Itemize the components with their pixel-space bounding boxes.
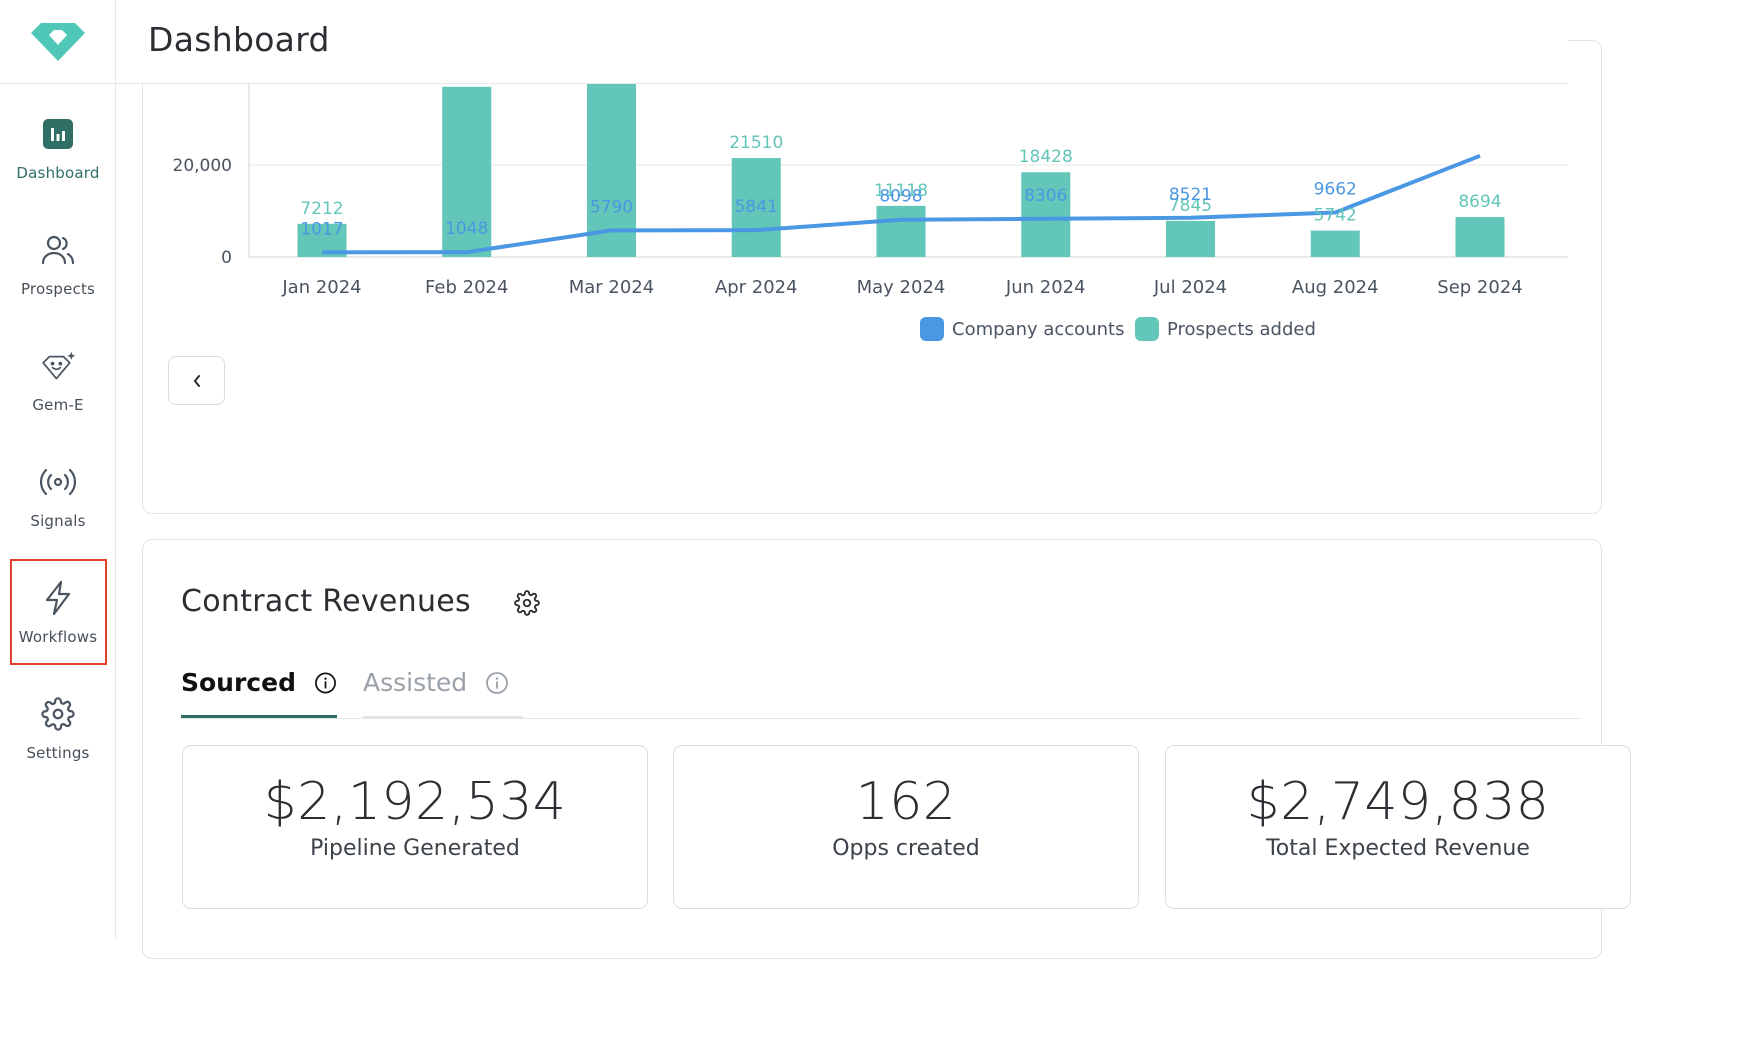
- bar-prospects-added: [876, 205, 926, 257]
- dashboard-chart-icon: [40, 116, 76, 152]
- sidebar-item-label: Gem-E: [32, 396, 84, 414]
- sidebar-item-label: Dashboard: [16, 164, 100, 182]
- sidebar-item-label: Workflows: [18, 628, 98, 646]
- stat-label: Opps created: [832, 836, 980, 861]
- top-header: Dashboard: [116, 0, 1568, 84]
- line-data-label: 1048: [445, 219, 488, 239]
- line-data-label: 8306: [1024, 186, 1067, 206]
- line-data-label: 5841: [735, 197, 778, 217]
- stat-label: Pipeline Generated: [310, 836, 520, 861]
- bar-data-label: 7845: [1169, 196, 1212, 216]
- x-tick-label: Jul 2024: [1153, 277, 1227, 298]
- selection-highlight: [10, 559, 107, 665]
- stat-card-expected-revenue: $2,749,838 Total Expected Revenue: [1165, 745, 1631, 909]
- previous-page-button[interactable]: [168, 356, 225, 405]
- gem-logo-icon: [31, 22, 85, 61]
- bar-data-label: 7212: [300, 199, 343, 219]
- sidebar-item-label: Settings: [26, 744, 90, 762]
- stat-card-opps: 162 Opps created: [673, 745, 1139, 909]
- info-icon[interactable]: [485, 671, 509, 695]
- sidebar-item-label: Prospects: [20, 280, 96, 298]
- chevron-left-icon: [193, 374, 200, 387]
- x-tick-label: Jun 2024: [1005, 277, 1086, 298]
- tab-sourced[interactable]: Sourced: [181, 668, 337, 718]
- tab-label: Sourced: [181, 668, 296, 697]
- stat-label: Total Expected Revenue: [1266, 836, 1530, 861]
- line-data-label: 1017: [300, 219, 343, 239]
- info-icon[interactable]: [314, 671, 337, 695]
- x-tick-label: Mar 2024: [569, 277, 655, 298]
- legend-label: Company accounts: [952, 319, 1124, 340]
- sidebar-item-dashboard[interactable]: Dashboard: [0, 102, 116, 202]
- sidebar-item-label: Signals: [30, 512, 86, 530]
- contract-revenues-title: Contract Revenues: [181, 584, 471, 619]
- line-data-label: 8098: [879, 187, 922, 207]
- bar-data-label: 18428: [1019, 147, 1073, 167]
- sidebar-item-gem-e[interactable]: Gem-E: [0, 334, 116, 434]
- y-tick-label: 20,000: [173, 156, 232, 176]
- sidebar-item-signals[interactable]: Signals: [0, 450, 116, 550]
- sidebar-item-workflows[interactable]: Workflows: [0, 566, 116, 666]
- x-tick-label: Jan 2024: [281, 277, 361, 298]
- sidebar: Dashboard Prospects Gem-E Signals Workfl…: [0, 0, 116, 938]
- bar-prospects-added: [731, 158, 781, 257]
- gem-sparkle-icon: [40, 348, 76, 384]
- legend-label: Prospects added: [1167, 319, 1316, 340]
- x-tick-label: May 2024: [857, 277, 946, 298]
- tab-assisted[interactable]: Assisted: [363, 668, 523, 718]
- line-data-label: 8521: [1169, 185, 1212, 205]
- page-title: Dashboard: [148, 20, 330, 59]
- logo[interactable]: [0, 0, 116, 84]
- legend-swatch: [1135, 317, 1159, 341]
- bar-data-label: 11118: [874, 181, 928, 201]
- stat-card-pipeline: $2,192,534 Pipeline Generated: [182, 745, 648, 909]
- sidebar-item-prospects[interactable]: Prospects: [0, 218, 116, 318]
- legend-swatch: [920, 317, 944, 341]
- gear-icon: [40, 696, 76, 732]
- bar-data-label: 8694: [1458, 192, 1501, 212]
- x-tick-label: Feb 2024: [425, 277, 508, 298]
- line-data-label: 5790: [590, 197, 633, 217]
- bar-prospects-added: [442, 86, 492, 257]
- y-tick-label: 0: [221, 248, 232, 268]
- prospects-chart: 20,000 0 Jan 2024 Feb 2024 Mar 2024 Apr 2024 M…: [173, 84, 1568, 341]
- stat-value: $2,192,534: [263, 772, 567, 832]
- bar-prospects-added: [587, 84, 636, 257]
- bar-data-label: 21510: [729, 133, 783, 153]
- bar-prospects-added: [1455, 217, 1505, 257]
- broadcast-icon: [40, 464, 76, 500]
- x-tick-label: Aug 2024: [1292, 277, 1379, 298]
- chart-card: [142, 40, 1602, 514]
- gear-icon: [514, 590, 540, 616]
- tabs-divider: [181, 718, 1581, 719]
- sidebar-item-settings[interactable]: Settings: [0, 682, 116, 782]
- bar-prospects-added: [1310, 230, 1360, 257]
- users-icon: [40, 232, 76, 268]
- lightning-icon: [40, 580, 76, 616]
- bar-prospects-added: [1166, 220, 1215, 257]
- bar-prospects-added: [1021, 172, 1071, 257]
- revenue-settings-button[interactable]: [512, 588, 542, 618]
- x-tick-label: Sep 2024: [1437, 277, 1522, 298]
- line-data-label: 9662: [1314, 180, 1357, 200]
- bar-data-label: 5742: [1314, 206, 1357, 226]
- tab-label: Assisted: [363, 668, 468, 697]
- stat-value: $2,749,838: [1246, 772, 1550, 832]
- stat-value: 162: [855, 772, 957, 832]
- line-company-accounts: [321, 153, 1481, 255]
- x-tick-label: Apr 2024: [715, 277, 798, 298]
